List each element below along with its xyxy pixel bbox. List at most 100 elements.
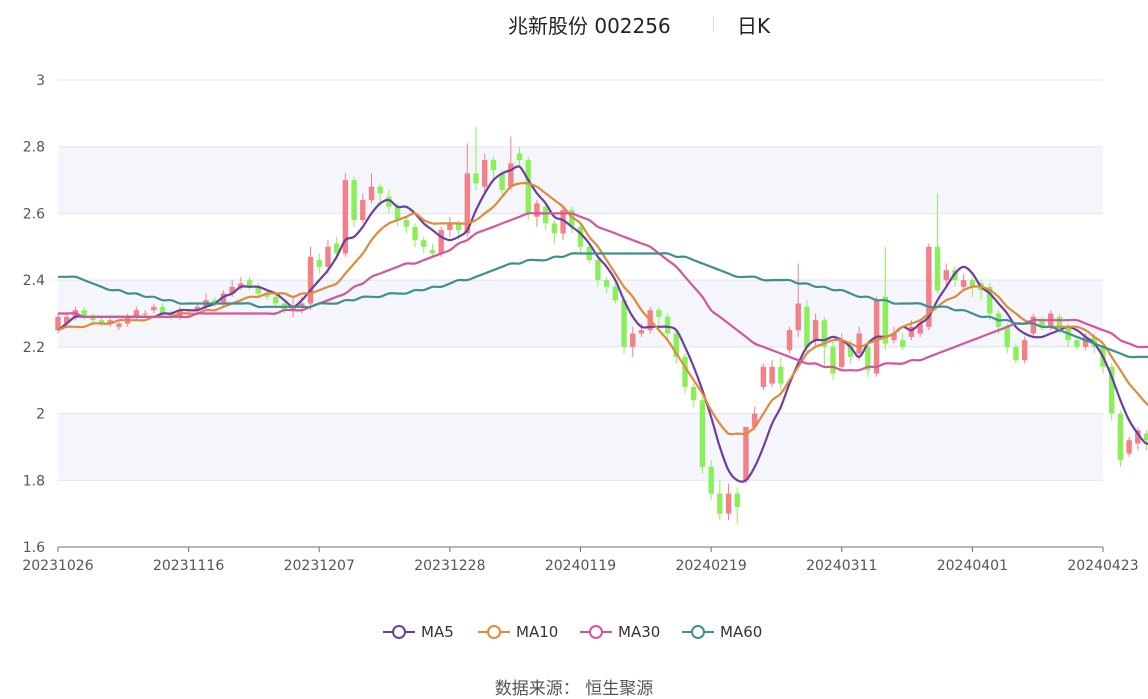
candle-body	[934, 246, 941, 291]
candle-body	[386, 196, 392, 207]
candle-body	[943, 270, 949, 281]
moving-average-lines	[57, 165, 1148, 483]
candle-body	[290, 306, 296, 311]
candle-body	[212, 300, 218, 304]
candle-body	[595, 260, 601, 281]
candle-body	[516, 153, 523, 161]
x-tick-label: 20240219	[675, 558, 746, 574]
candle-body	[490, 160, 497, 171]
candle-body	[90, 316, 96, 321]
legend-item-ma10[interactable]: MA10	[478, 620, 558, 644]
candle-body	[1074, 340, 1080, 347]
legend-marker-icon	[580, 625, 612, 639]
candle-body	[795, 303, 801, 331]
candle-body	[717, 493, 723, 514]
candle-body	[403, 220, 410, 227]
candle-body	[307, 256, 314, 304]
chart-header: 兆新股份 002256 日K	[0, 8, 1148, 40]
candle-body	[1117, 413, 1124, 461]
ma-line-ma60	[58, 252, 1148, 359]
candle-body	[577, 226, 584, 247]
x-tick-label: 20240119	[545, 558, 616, 574]
candle-body	[743, 426, 749, 481]
candle-body	[229, 286, 235, 294]
legend: MA5 MA10 MA30 MA60	[0, 620, 1148, 644]
candle-body	[325, 246, 331, 267]
candle-body	[560, 210, 566, 234]
title-separator	[713, 16, 714, 32]
candle-body	[900, 340, 906, 347]
grid-band	[58, 146, 1103, 214]
candle-body	[1126, 440, 1132, 454]
grid-band	[58, 413, 1103, 481]
candle-body	[220, 293, 227, 304]
candle-body	[821, 320, 828, 347]
candle-body	[64, 316, 70, 324]
candle-body	[1091, 336, 1097, 347]
candle-body	[81, 310, 87, 317]
y-tick-label: 1.8	[23, 473, 45, 489]
y-tick-label: 2.2	[23, 340, 45, 356]
legend-label: MA5	[421, 623, 454, 641]
candle-body	[534, 203, 540, 217]
x-tick-label: 20240401	[937, 558, 1008, 574]
x-tick-label: 20231207	[284, 558, 355, 574]
legend-item-ma60[interactable]: MA60	[682, 620, 762, 644]
candle-body	[812, 320, 819, 341]
candle-body	[1109, 366, 1115, 414]
candle-body	[612, 286, 619, 301]
candle-body	[551, 223, 558, 234]
candle-body	[159, 306, 166, 314]
y-tick-label: 1.6	[23, 540, 45, 556]
candle-body	[333, 243, 340, 254]
candle-body	[569, 210, 575, 227]
candle-body	[1030, 316, 1037, 334]
legend-label: MA10	[516, 623, 559, 641]
legend-label: MA30	[618, 623, 661, 641]
legend-item-ma5[interactable]: MA5	[383, 620, 454, 644]
candle-body	[638, 330, 645, 334]
candle-body	[151, 306, 157, 311]
candle-body	[621, 300, 627, 347]
candle-body	[542, 206, 549, 224]
candle-body	[725, 493, 732, 514]
candle-body	[1082, 336, 1089, 347]
candle-body	[133, 310, 140, 317]
candle-body	[368, 186, 375, 201]
candle-body	[856, 333, 862, 354]
candle-body	[316, 260, 322, 267]
candle-body	[508, 163, 514, 187]
x-tick-label: 20231116	[153, 558, 224, 574]
candle-body	[98, 320, 105, 324]
legend-item-ma30[interactable]: MA30	[580, 620, 660, 644]
y-tick-label: 2.6	[23, 206, 45, 222]
candle-body	[421, 240, 427, 247]
candle-body	[664, 316, 671, 334]
candle-body	[394, 206, 401, 221]
candle-body	[1135, 430, 1141, 444]
data-source: 数据来源： 恒生聚源	[494, 679, 654, 699]
y-tick-label: 2.8	[23, 140, 45, 156]
candle-body	[865, 346, 871, 371]
candle-body	[1013, 346, 1019, 361]
candle-body	[969, 280, 976, 287]
candle-body	[760, 366, 767, 387]
candle-body	[1039, 320, 1045, 327]
legend-marker-icon	[682, 625, 714, 639]
candle-body	[473, 173, 479, 184]
x-tick-label: 20231026	[22, 558, 93, 574]
x-tick-label: 20240311	[806, 558, 877, 574]
candle-body	[751, 413, 758, 427]
candle-body	[246, 280, 253, 287]
ma-line-ma10	[57, 181, 1148, 436]
candle-body	[299, 303, 305, 307]
candle-body	[142, 313, 148, 315]
candle-body	[447, 223, 453, 231]
x-tick-label: 20240423	[1067, 558, 1138, 574]
candle-body	[847, 346, 854, 357]
candle-body	[273, 296, 279, 304]
candle-body	[55, 316, 61, 331]
candle-body	[412, 226, 418, 241]
y-tick-label: 3	[36, 73, 45, 89]
candle-body	[116, 323, 122, 327]
